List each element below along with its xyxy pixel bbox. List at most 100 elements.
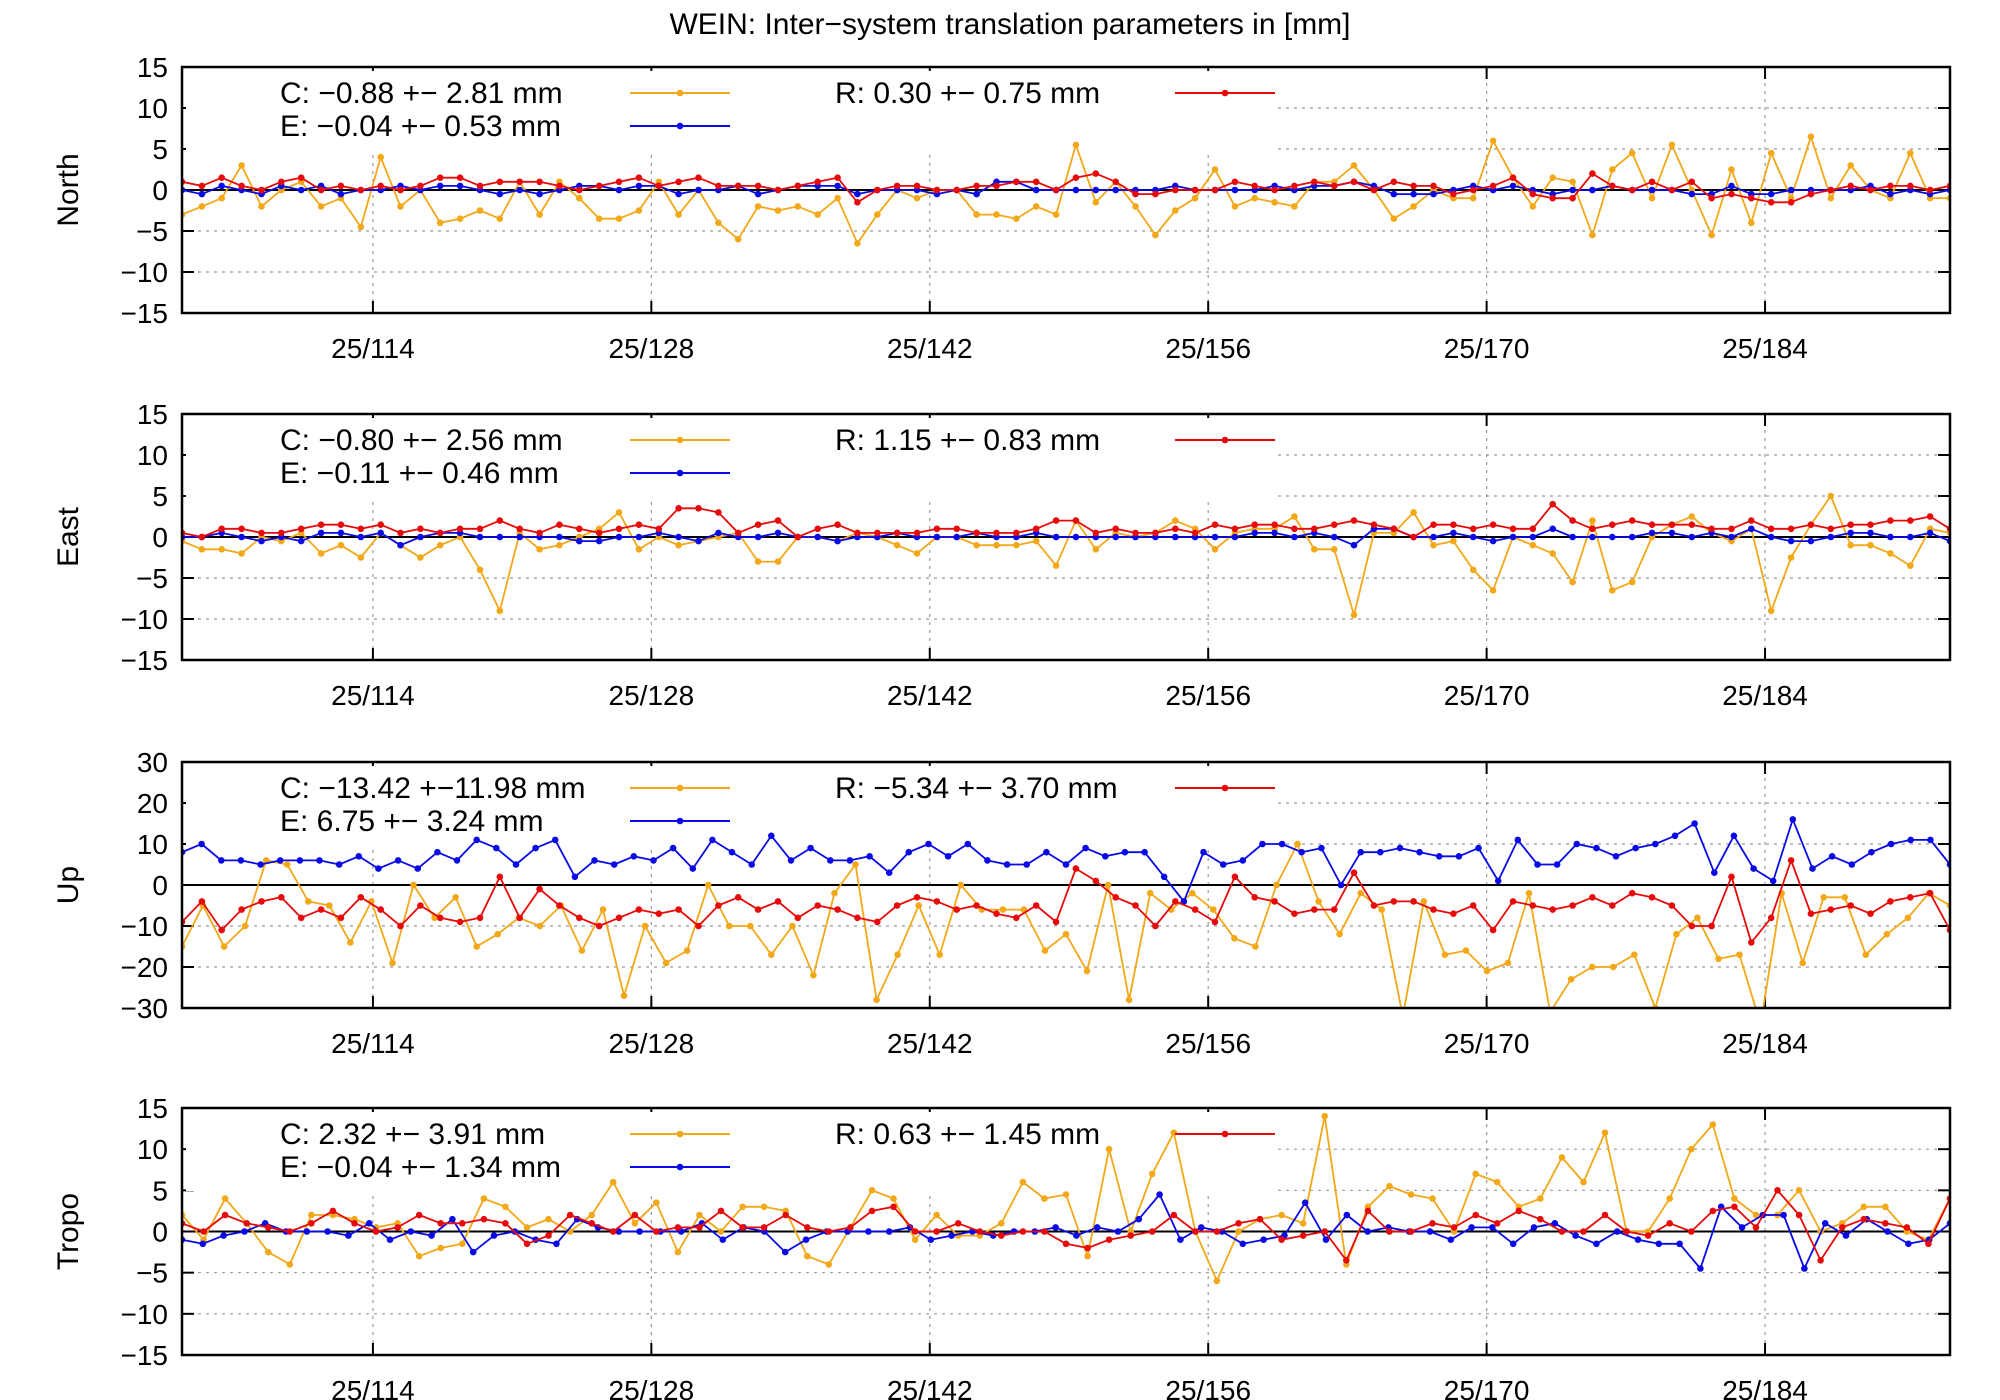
- up-series-e-point: [1652, 840, 1659, 848]
- north-series-r-point: [456, 174, 464, 181]
- tropo-series-r-point: [264, 1224, 272, 1231]
- up-series-c-point: [641, 922, 649, 930]
- up-series-e-point: [1160, 873, 1168, 881]
- tropo-series-e-point: [1156, 1191, 1163, 1198]
- tropo-series-e-point: [199, 1240, 207, 1248]
- tropo-series-r-point: [1299, 1232, 1307, 1239]
- east-series-e-point: [1787, 537, 1795, 545]
- up-series-r-point: [993, 910, 1000, 917]
- up-series-r-point: [1013, 914, 1020, 922]
- up-series-r-point: [874, 918, 881, 926]
- east-series-e-point: [317, 529, 325, 537]
- up-xtick-label: 25/156: [1165, 1028, 1251, 1059]
- north-series-r-point: [1370, 186, 1378, 194]
- east-series-c-point: [1569, 578, 1576, 586]
- up-series-e-point: [276, 857, 284, 864]
- up-series-e-point: [198, 840, 205, 848]
- up-series-c-point: [1189, 889, 1196, 897]
- tropo-series-c-point: [1493, 1178, 1501, 1186]
- east-series-r-point: [278, 529, 285, 537]
- north-series-c-point: [1032, 203, 1040, 210]
- up-series-e-point: [1809, 865, 1816, 872]
- up-series-r-point: [1509, 898, 1517, 905]
- tropo-series-r-point: [243, 1220, 250, 1227]
- up-series-c-point: [536, 922, 544, 930]
- up-series-c-point: [999, 906, 1007, 913]
- east-series-r-point: [1112, 525, 1119, 533]
- tropo-series-c-point: [1041, 1195, 1048, 1202]
- up-series-c-point: [1504, 959, 1512, 967]
- up-legend-e-label: E: 6.75 +− 3.24 mm: [280, 805, 543, 838]
- north-xtick-label: 25/184: [1722, 333, 1808, 364]
- north-series-e-point: [1430, 190, 1437, 198]
- tropo-series-r-point: [394, 1224, 401, 1231]
- east-series-c-point: [615, 509, 623, 516]
- east-series-c-point: [1787, 554, 1795, 561]
- east-series-c-point: [1211, 546, 1219, 553]
- east-series-e-point: [576, 537, 583, 545]
- north-ytick-label: 5: [152, 134, 168, 165]
- north-series-c-point: [734, 235, 742, 243]
- north-series-c-point: [834, 194, 841, 202]
- east-series-r-point: [1688, 521, 1696, 528]
- tropo-series-r-point: [1019, 1228, 1027, 1235]
- east-series-c-point: [913, 550, 921, 557]
- up-series-c-point: [1336, 930, 1343, 938]
- east-series-c-point: [1827, 492, 1835, 500]
- up-series-r-point: [1450, 910, 1457, 917]
- north-series-e-point: [1410, 190, 1417, 198]
- tropo-series-r-point: [1882, 1220, 1889, 1227]
- north-series-c-point: [1211, 166, 1219, 173]
- north-series-c-point: [357, 223, 365, 231]
- tropo-series-c-point: [1170, 1129, 1178, 1136]
- east-series-r-point: [854, 529, 861, 537]
- tropo-series-r-point: [545, 1232, 552, 1239]
- up-series-e-point: [846, 857, 854, 864]
- north-series-r-point: [953, 186, 960, 194]
- tropo-series-c-point: [1537, 1195, 1544, 1202]
- tropo-series-e-point: [1301, 1199, 1309, 1206]
- east-series-c-point: [1688, 513, 1696, 520]
- up-series-c-point: [831, 889, 838, 897]
- tropo-series-e-point: [1634, 1236, 1642, 1243]
- east-series-e-point: [1251, 529, 1258, 537]
- north-series-e-point: [516, 186, 523, 194]
- tropo-series-r-point: [1558, 1228, 1566, 1235]
- north-series-c-point: [496, 215, 504, 222]
- up-series-e-point: [1887, 840, 1895, 848]
- up-series-c-point: [1252, 943, 1259, 950]
- up-series-r-point: [496, 873, 504, 881]
- east-series-e-point: [1529, 533, 1537, 541]
- up-series-r-point: [675, 906, 682, 913]
- up-series-r-point: [1370, 902, 1378, 909]
- up-series-e-point: [355, 853, 363, 860]
- north-series-c-point: [874, 211, 881, 218]
- north-series-c-point: [595, 215, 603, 222]
- tropo-series-e-point: [365, 1220, 373, 1227]
- up-series-e-point: [944, 853, 952, 860]
- up-series-r-point: [1688, 922, 1696, 930]
- tropo-series-c-point: [1321, 1112, 1328, 1120]
- east-series-r-point: [1767, 525, 1775, 533]
- tropo-series-r-point: [1213, 1228, 1221, 1235]
- up-series-r-point: [1708, 922, 1715, 930]
- north-series-r-point: [695, 174, 702, 181]
- up-series-c-point: [1146, 889, 1154, 897]
- tropo-series-r-point: [1062, 1240, 1070, 1248]
- east-series-r-point: [1271, 521, 1278, 528]
- north-series-r-point: [595, 182, 603, 190]
- north-ytick-label: 15: [137, 52, 168, 83]
- up-series-r-point: [278, 894, 285, 901]
- north-series-r-point: [1748, 194, 1755, 202]
- east-series-r-point: [1648, 521, 1656, 528]
- north-series-r-point: [317, 186, 325, 194]
- east-series-r-point: [913, 529, 921, 537]
- tropo-series-e-point: [449, 1215, 456, 1223]
- north-series-r-point: [1112, 178, 1119, 186]
- up-series-r-point: [893, 902, 901, 909]
- up-series-r-point: [1231, 873, 1239, 881]
- up-series-r-point: [595, 922, 603, 930]
- up-series-r-point: [1767, 914, 1775, 922]
- north-series-e-point: [1728, 182, 1735, 190]
- tropo-series-e-point: [386, 1236, 394, 1243]
